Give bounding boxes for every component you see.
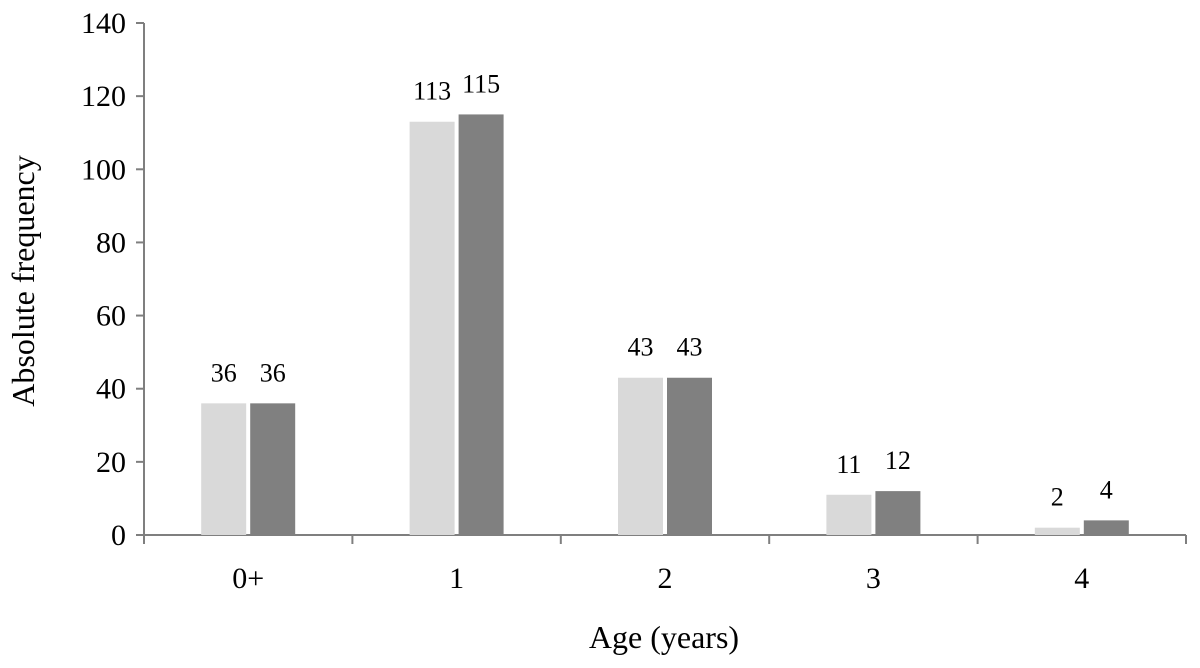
x-tick-label: 3	[866, 562, 881, 595]
x-tick-label: 4	[1074, 562, 1089, 595]
y-tick-label: 0	[111, 519, 126, 552]
y-axis-title: Absolute frequency	[5, 155, 41, 406]
bar-value-label: 11	[836, 450, 861, 479]
bar	[409, 121, 455, 535]
y-tick-label: 80	[96, 226, 126, 259]
bars	[201, 114, 1129, 535]
y-tick-label: 120	[81, 80, 126, 113]
bar-value-label: 2	[1051, 483, 1064, 512]
bar	[458, 114, 504, 535]
x-axis: 0+ 1 2 3 4	[143, 534, 1187, 595]
y-tick-label: 140	[81, 7, 126, 40]
y-axis: 0 20 40 60 80 100 120 140	[81, 7, 145, 552]
y-tick-label: 40	[96, 373, 126, 406]
bar-value-label: 36	[260, 358, 286, 387]
y-tick-label: 20	[96, 446, 126, 479]
bar-value-label: 113	[413, 77, 451, 106]
bar-value-label: 36	[211, 358, 237, 387]
x-tick-label: 2	[658, 562, 673, 595]
x-tick-label: 1	[449, 562, 464, 595]
bar	[875, 491, 921, 535]
bar-value-label: 115	[462, 69, 500, 98]
y-tick-label: 100	[81, 153, 126, 186]
bar	[201, 403, 247, 535]
bar-value-label: 43	[677, 333, 703, 362]
y-tick-label: 60	[96, 300, 126, 333]
bar-value-label: 12	[885, 446, 911, 475]
bar	[250, 403, 296, 535]
bar-value-label: 4	[1100, 475, 1113, 504]
x-tick-label: 0+	[232, 562, 264, 595]
bar	[618, 377, 663, 535]
bar	[1034, 527, 1080, 535]
bar	[1083, 520, 1129, 535]
bar	[667, 377, 712, 535]
bar	[826, 494, 872, 535]
x-axis-title: Age (years)	[589, 619, 739, 655]
bar-labels: 36 36 113 115 43 43 11 12 2 4	[211, 69, 1113, 511]
bar-value-label: 43	[628, 333, 654, 362]
